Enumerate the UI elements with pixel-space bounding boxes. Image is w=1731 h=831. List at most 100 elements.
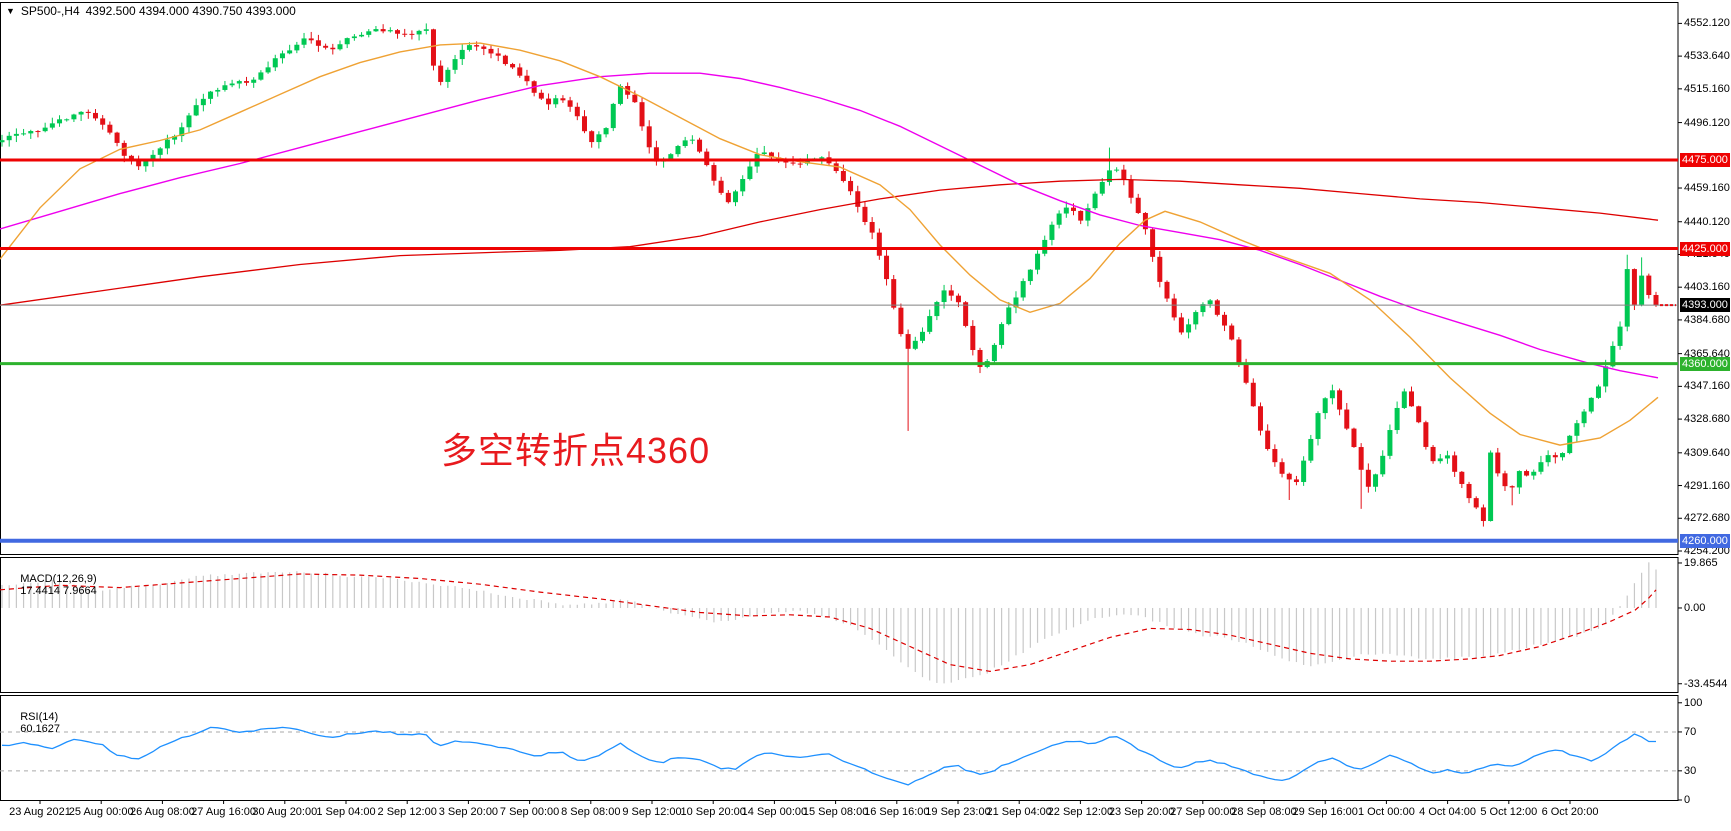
macd-indicator-label: MACD(12,26,9) 17.4414 7.9664 [8,561,96,609]
candle-body-down [244,81,250,83]
candle-body-up [236,81,242,84]
ohlc-readout: 4392.500 4394.000 4390.750 4393.000 [85,4,296,18]
candle-body-down [1416,406,1422,423]
candle-body-up [21,133,27,135]
time-axis-label: 19 Sep 23:00 [925,806,991,818]
candle-body-down [308,38,314,41]
candle-body-down [1171,298,1177,318]
candle-body-up [733,191,739,203]
candle-body-down [1214,300,1220,315]
candle-body-down [1071,207,1077,211]
ma-fast-line [0,42,1659,446]
candle-body-up [1588,397,1594,412]
candle-body-up [150,154,156,161]
candle-body-up [1006,307,1012,325]
candle-body-down [121,142,127,156]
candle-body-up [373,29,379,32]
symbol-dropdown-icon[interactable]: ▼ [6,6,15,16]
time-axis-label: 28 Sep 08:00 [1231,806,1297,818]
macd-histogram [1,562,1657,684]
time-axis-label: 5 Oct 12:00 [1480,806,1538,818]
candle-body-down [502,55,508,65]
candle-body-up [445,69,451,82]
candle-body-down [963,302,969,326]
candle-body-down [1509,486,1515,488]
price-badge-4360.000: 4360.000 [1680,356,1730,371]
candle-body-down [1293,479,1299,483]
candle-body-down [891,279,897,308]
price-axis-label: 4254.200 [1684,544,1730,557]
candle-body-down [1178,317,1184,333]
candle-body-down [409,33,415,35]
candle-body-up [596,134,602,143]
chart-title: ▼ SP500-,H4 4392.500 4394.000 4390.750 4… [6,4,296,18]
candle-body-up [251,79,257,83]
candle-body-down [546,98,552,105]
candle-body-up [1574,423,1580,436]
candle-body-down [1157,256,1163,282]
candle-body-down [1430,446,1436,462]
candle-body-up [1106,170,1112,183]
candle-body-up [1401,391,1407,408]
candle-body-down [1452,455,1458,472]
candle-body-up [359,34,365,37]
price-axis-label: 4552.120 [1684,17,1730,30]
time-axis-label: 6 Oct 20:00 [1541,806,1599,818]
candle-body-up [740,179,746,192]
candle-body-up [675,146,681,155]
candle-body-down [1279,462,1285,474]
candle-body-up [294,44,300,51]
candle-body-up [1380,455,1386,475]
price-axis-label: 4328.680 [1684,413,1730,426]
candle-body-down [1524,471,1530,476]
candle-body-up [747,166,753,180]
candle-body-down [1459,471,1465,484]
time-axis-label: 22 Sep 12:00 [1047,806,1114,818]
candle-body-down [1150,229,1156,257]
candle-body-down [855,191,861,207]
candle-body-up [553,98,559,105]
time-axis-label: 15 Sep 08:00 [802,806,869,818]
candle-body-down [639,102,645,127]
candle-body-down [402,33,408,35]
candle-body-down [524,75,530,82]
time-axis-label: 14 Sep 00:00 [741,806,808,818]
candle-body-up [1063,207,1069,214]
candle-body-up [617,86,623,104]
candle-body-up [222,85,228,90]
candle-body-up [1373,474,1379,487]
candle-body-up [919,331,925,341]
candle-body-up [1092,193,1098,209]
candle-body-down [1142,212,1148,230]
candle-body-down [1164,281,1170,299]
candle-body-down [862,206,868,223]
macd-axis-label: 0.00 [1684,601,1706,614]
candle-body-down [1121,169,1127,180]
candle-body-down [430,29,436,66]
price-axis-label: 4459.160 [1684,182,1730,195]
rsi-value: 60.1627 [20,723,60,735]
candle-body-down [1351,428,1357,448]
candle-body-down [1265,430,1271,450]
candle-body-up [603,128,609,135]
candle-body-up [1595,386,1601,398]
price-axis-label: 4347.160 [1684,380,1730,393]
main-panel-frame [0,2,1679,555]
time-axis-label: 30 Aug 20:00 [252,806,318,818]
candle-body-down [315,40,321,46]
candle-body-down [725,192,731,203]
candle-body-up [1560,453,1566,458]
candle-body-down [538,92,544,99]
candle-body-up [1610,345,1616,367]
candle-body-up [1545,455,1551,463]
candle-body-up [941,290,947,303]
candle-body-up [0,140,5,143]
candle-body-down [1495,452,1501,474]
candle-body-down [323,45,329,48]
macd-axis-label: 19.865 [1684,556,1718,569]
candle-body-down [898,307,904,335]
candle-body-up [1193,312,1199,325]
candle-body-up [179,127,185,137]
